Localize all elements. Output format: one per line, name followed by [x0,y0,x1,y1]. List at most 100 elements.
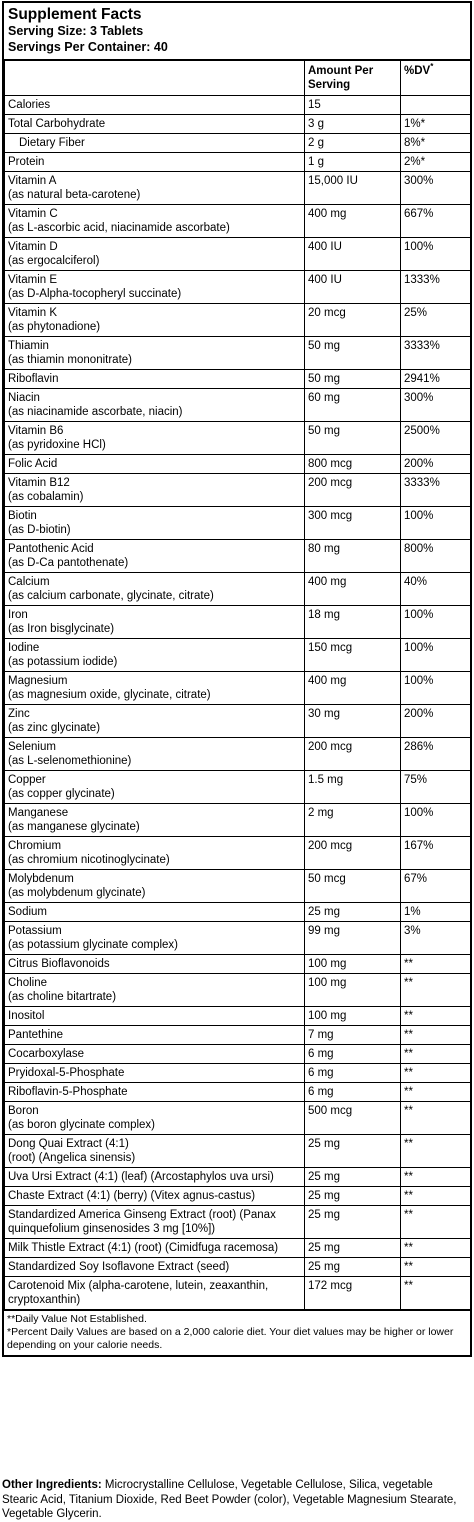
nutrient-name: Vitamin A (as natural beta-carotene) [4,171,305,205]
table-row: Inositol 100 mg ** [4,1006,471,1026]
table-row: Choline (as choline bitartrate) 100 mg ** [4,973,471,1007]
dv-footnote-mark: * [430,62,434,72]
nutrient-dv: 100% [400,605,471,639]
nutrient-name: Vitamin B6 (as pyridoxine HCl) [4,421,305,455]
table-row: Zinc (as zinc glycinate) 30 mg 200% [4,704,471,738]
nutrient-name: Vitamin E (as D-Alpha-tocopheryl succina… [4,270,305,304]
nutrient-name: Boron (as boron glycinate complex) [4,1101,305,1135]
nutrient-name: Milk Thistle Extract (4:1) (root) (Cimid… [4,1238,305,1258]
table-row: Vitamin B6 (as pyridoxine HCl) 50 mg 2500% [4,421,471,455]
nutrient-name: Citrus Bioflavonoids [4,954,305,974]
nutrient-dv: 25% [400,303,471,337]
table-row: Vitamin D (as ergocalciferol) 400 IU 100% [4,237,471,271]
nutrient-amount: 50 mcg [304,869,401,903]
nutrient-amount: 200 mcg [304,473,401,507]
nutrient-dv: 286% [400,737,471,771]
nutrient-name: Chaste Extract (4:1) (berry) (Vitex agnu… [4,1186,305,1206]
nutrient-name: Protein [4,152,305,172]
nutrient-dv: 100% [400,237,471,271]
table-header-row: Amount Per Serving %DV* [4,60,471,96]
nutrient-dv: 2%* [400,152,471,172]
nutrient-name: Pantothenic Acid (as D-Ca pantothenate) [4,539,305,573]
table-row: Folic Acid 800 mcg 200% [4,454,471,474]
table-row: Vitamin E (as D-Alpha-tocopheryl succina… [4,270,471,304]
dv-column-header: %DV* [400,60,471,96]
nutrient-rows: Calories 15 Total Carbohydrate 3 g 1%* Dietar… [4,95,471,1310]
nutrient-dv: 100% [400,506,471,540]
table-row: Uva Ursi Extract (4:1) (leaf) (Arcostaph… [4,1167,471,1187]
nutrient-name: Dietary Fiber [4,133,305,153]
table-row: Total Carbohydrate 3 g 1%* [4,114,471,134]
nutrient-dv: ** [400,1205,471,1239]
table-row: Iron (as Iron bisglycinate) 18 mg 100% [4,605,471,639]
nutrient-dv: 1% [400,902,471,922]
nutrient-dv: 667% [400,204,471,238]
nutrient-name: Inositol [4,1006,305,1026]
nutrient-dv: ** [400,1044,471,1064]
table-row: Citrus Bioflavonoids 100 mg ** [4,954,471,974]
nutrient-dv: 167% [400,836,471,870]
nutrient-dv: ** [400,1025,471,1045]
table-row: Selenium (as L-selenomethionine) 200 mcg 2… [4,737,471,771]
nutrient-name: Vitamin K (as phytonadione) [4,303,305,337]
nutrient-name: Zinc (as zinc glycinate) [4,704,305,738]
footnotes: **Daily Value Not Established. *Percent … [4,1310,470,1355]
nutrient-dv: 100% [400,638,471,672]
table-row: Standardized America Ginseng Extract (ro… [4,1205,471,1239]
nutrient-name: Uva Ursi Extract (4:1) (leaf) (Arcostaph… [4,1167,305,1187]
nutrient-dv: 3333% [400,336,471,370]
nutrient-amount: 25 mg [304,1134,401,1168]
nutrient-dv: 67% [400,869,471,903]
nutrient-amount: 6 mg [304,1044,401,1064]
nutrient-name: Magnesium (as magnesium oxide, glycinate… [4,671,305,705]
table-row: Vitamin A (as natural beta-carotene) 15,0… [4,171,471,205]
nutrient-name: Niacin (as niacinamide ascorbate, niacin… [4,388,305,422]
nutrient-name: Vitamin B12 (as cobalamin) [4,473,305,507]
nutrient-dv: ** [400,1006,471,1026]
table-row: Riboflavin 50 mg 2941% [4,369,471,389]
nutrient-dv: ** [400,1063,471,1083]
nutrient-amount: 25 mg [304,1167,401,1187]
servings-per-container: Servings Per Container: 40 [8,39,168,54]
nutrient-name: Potassium (as potassium glycinate comple… [4,921,305,955]
table-row: Calcium (as calcium carbonate, glycinate… [4,572,471,606]
table-row: Milk Thistle Extract (4:1) (root) (Cimid… [4,1238,471,1258]
nutrient-amount: 6 mg [304,1082,401,1102]
nutrient-dv: ** [400,954,471,974]
nutrient-amount: 25 mg [304,1238,401,1258]
table-row: Thiamin (as thiamin mononitrate) 50 mg 333… [4,336,471,370]
table-row: Standardized Soy Isoflavone Extract (see… [4,1257,471,1277]
other-ingredients-text: Microcrystalline Cellulose, Vegetable Ce… [2,1479,457,1520]
table-row: Riboflavin-5-Phosphate 6 mg ** [4,1082,471,1102]
nutrient-amount: 60 mg [304,388,401,422]
nutrient-amount: 50 mg [304,369,401,389]
nutrient-amount: 400 mg [304,204,401,238]
table-row: Iodine (as potassium iodide) 150 mcg 100% [4,638,471,672]
table-row: Pryidoxal-5-Phosphate 6 mg ** [4,1063,471,1083]
table-row: Sodium 25 mg 1% [4,902,471,922]
nutrient-name: Riboflavin-5-Phosphate [4,1082,305,1102]
table-row: Dietary Fiber 2 g 8%* [4,133,471,153]
nutrient-dv: 1%* [400,114,471,134]
nutrient-dv: 100% [400,671,471,705]
nutrient-amount: 400 IU [304,237,401,271]
nutrient-amount: 3 g [304,114,401,134]
nutrient-amount: 1.5 mg [304,770,401,804]
nutrient-dv: ** [400,1101,471,1135]
nutrient-amount: 7 mg [304,1025,401,1045]
nutrient-name: Standardized America Ginseng Extract (ro… [4,1205,305,1239]
nutrient-amount: 500 mcg [304,1101,401,1135]
nutrient-amount: 15 [304,95,401,115]
nutrient-dv: ** [400,973,471,1007]
nutrient-dv: 3% [400,921,471,955]
nutrient-name: Vitamin D (as ergocalciferol) [4,237,305,271]
nutrient-amount: 200 mcg [304,836,401,870]
nutrient-amount: 80 mg [304,539,401,573]
nutrient-name: Calcium (as calcium carbonate, glycinate… [4,572,305,606]
table-row: Cocarboxylase 6 mg ** [4,1044,471,1064]
table-row: Vitamin C (as L-ascorbic acid, niacinami… [4,204,471,238]
table-row: Pantethine 7 mg ** [4,1025,471,1045]
nutrient-amount: 400 mg [304,671,401,705]
percent-dv-note: *Percent Daily Values are based on a 2,0… [7,1326,454,1351]
nutrient-amount: 30 mg [304,704,401,738]
